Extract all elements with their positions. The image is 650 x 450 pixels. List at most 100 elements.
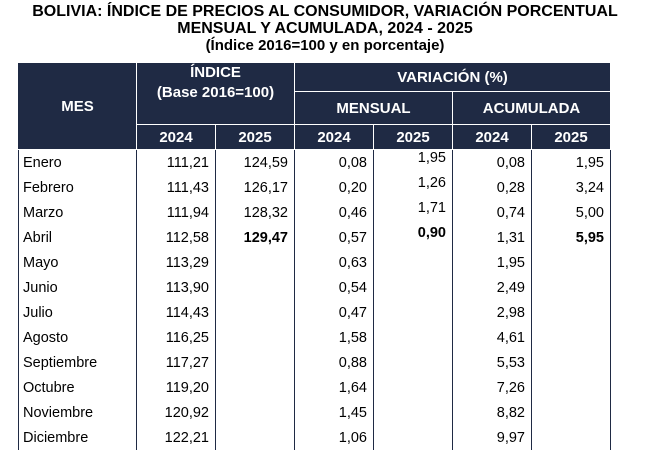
header-year-acumulada-2024: 2024	[453, 125, 532, 150]
cell-mensual-2024: 0,57	[295, 225, 374, 250]
header-indice-label: ÍNDICE	[137, 63, 294, 83]
cell-mes: Abril	[19, 225, 137, 250]
cell-indice-2025: 124,59	[216, 150, 295, 176]
cell-acumulada-2024: 7,26	[453, 375, 532, 400]
table-row: Junio 113,90 0,54 2,49	[19, 275, 611, 300]
cell-indice-2024: 119,20	[137, 375, 216, 400]
header-year-indice-2025: 2025	[216, 125, 295, 150]
cell-acumulada-2025	[532, 425, 611, 450]
table-row: Octubre 119,20 1,64 7,26	[19, 375, 611, 400]
cell-acumulada-2024: 2,98	[453, 300, 532, 325]
cell-mensual-2024: 0,47	[295, 300, 374, 325]
cell-mensual-2025	[374, 350, 453, 375]
cell-mensual-2025	[374, 250, 453, 275]
table-row: Marzo 111,94 128,32 0,46 1,71 0,74 5,00	[19, 200, 611, 225]
cpi-table: MES ÍNDICE (Base 2016=100) VARIACIÓN (%)…	[18, 62, 611, 450]
cell-mensual-2024: 0,20	[295, 175, 374, 200]
cell-indice-2025	[216, 275, 295, 300]
cell-acumulada-2024: 0,74	[453, 200, 532, 225]
cell-indice-2025	[216, 425, 295, 450]
header-mensual: MENSUAL	[295, 92, 453, 125]
cell-mensual-2025: 1,71	[374, 200, 453, 225]
cell-indice-2025	[216, 350, 295, 375]
cell-mensual-2024: 0,63	[295, 250, 374, 275]
header-indice-base: (Base 2016=100)	[137, 83, 294, 103]
cell-mensual-2025	[374, 325, 453, 350]
cell-mes: Agosto	[19, 325, 137, 350]
cell-acumulada-2025: 1,95	[532, 150, 611, 176]
cell-mensual-2024: 1,06	[295, 425, 374, 450]
cell-mes: Noviembre	[19, 400, 137, 425]
cell-acumulada-2024: 0,28	[453, 175, 532, 200]
table-row: Diciembre 122,21 1,06 9,97	[19, 425, 611, 450]
cell-acumulada-2025: 5,95	[532, 225, 611, 250]
cell-mensual-2024: 0,08	[295, 150, 374, 176]
cell-mensual-2025: 1,95	[374, 150, 453, 176]
report-title: BOLIVIA: ÍNDICE DE PRECIOS AL CONSUMIDOR…	[0, 3, 650, 54]
cell-indice-2024: 122,21	[137, 425, 216, 450]
cell-indice-2024: 116,25	[137, 325, 216, 350]
cell-acumulada-2025	[532, 275, 611, 300]
cell-acumulada-2025	[532, 325, 611, 350]
cell-mensual-2024: 0,88	[295, 350, 374, 375]
cell-indice-2024: 113,90	[137, 275, 216, 300]
cell-acumulada-2024: 4,61	[453, 325, 532, 350]
cell-acumulada-2025	[532, 350, 611, 375]
table-row: Mayo 113,29 0,63 1,95	[19, 250, 611, 275]
title-line-1: BOLIVIA: ÍNDICE DE PRECIOS AL CONSUMIDOR…	[0, 3, 650, 20]
cell-mensual-2024: 0,46	[295, 200, 374, 225]
cell-indice-2024: 114,43	[137, 300, 216, 325]
title-line-3: (Índice 2016=100 y en porcentaje)	[0, 37, 650, 54]
cell-acumulada-2025: 5,00	[532, 200, 611, 225]
table-body: Enero 111,21 124,59 0,08 1,95 0,08 1,95 …	[19, 150, 611, 450]
cell-mensual-2025	[374, 375, 453, 400]
header-acumulada: ACUMULADA	[453, 92, 611, 125]
cell-indice-2024: 111,21	[137, 150, 216, 176]
table-row: Julio 114,43 0,47 2,98	[19, 300, 611, 325]
cell-mes: Enero	[19, 150, 137, 176]
cell-indice-2024: 120,92	[137, 400, 216, 425]
cell-mes: Junio	[19, 275, 137, 300]
cell-acumulada-2025	[532, 250, 611, 275]
cell-mensual-2024: 1,64	[295, 375, 374, 400]
cell-acumulada-2025	[532, 375, 611, 400]
header-mes: MES	[19, 63, 137, 150]
table-row: Febrero 111,43 126,17 0,20 1,26 0,28 3,2…	[19, 175, 611, 200]
cell-indice-2024: 111,94	[137, 200, 216, 225]
cell-mes: Mayo	[19, 250, 137, 275]
cell-acumulada-2024: 8,82	[453, 400, 532, 425]
cell-indice-2024: 113,29	[137, 250, 216, 275]
cell-acumulada-2024: 9,97	[453, 425, 532, 450]
cell-mes: Octubre	[19, 375, 137, 400]
cell-mensual-2025	[374, 400, 453, 425]
cell-indice-2025: 126,17	[216, 175, 295, 200]
cell-mensual-2024: 0,54	[295, 275, 374, 300]
cell-mensual-2025	[374, 275, 453, 300]
cell-indice-2025: 128,32	[216, 200, 295, 225]
cell-indice-2025	[216, 400, 295, 425]
cell-mes: Julio	[19, 300, 137, 325]
cell-indice-2024: 112,58	[137, 225, 216, 250]
table-header: MES ÍNDICE (Base 2016=100) VARIACIÓN (%)…	[19, 63, 611, 150]
table-row: Abril 112,58 129,47 0,57 0,90 1,31 5,95	[19, 225, 611, 250]
cell-mensual-2024: 1,58	[295, 325, 374, 350]
table-row: Enero 111,21 124,59 0,08 1,95 0,08 1,95	[19, 150, 611, 176]
cell-acumulada-2025: 3,24	[532, 175, 611, 200]
table-row: Septiembre 117,27 0,88 5,53	[19, 350, 611, 375]
cell-acumulada-2025	[532, 400, 611, 425]
cell-mensual-2025: 1,26	[374, 175, 453, 200]
cell-indice-2025	[216, 250, 295, 275]
cell-mensual-2024: 1,45	[295, 400, 374, 425]
header-year-mensual-2025: 2025	[374, 125, 453, 150]
cell-indice-2024: 111,43	[137, 175, 216, 200]
header-year-acumulada-2025: 2025	[532, 125, 611, 150]
cell-acumulada-2024: 1,95	[453, 250, 532, 275]
cell-indice-2025	[216, 300, 295, 325]
cell-indice-2025	[216, 375, 295, 400]
table-row: Agosto 116,25 1,58 4,61	[19, 325, 611, 350]
cell-mes: Septiembre	[19, 350, 137, 375]
cell-indice-2025	[216, 325, 295, 350]
cell-mes: Febrero	[19, 175, 137, 200]
cell-indice-2025: 129,47	[216, 225, 295, 250]
cell-mensual-2025	[374, 425, 453, 450]
